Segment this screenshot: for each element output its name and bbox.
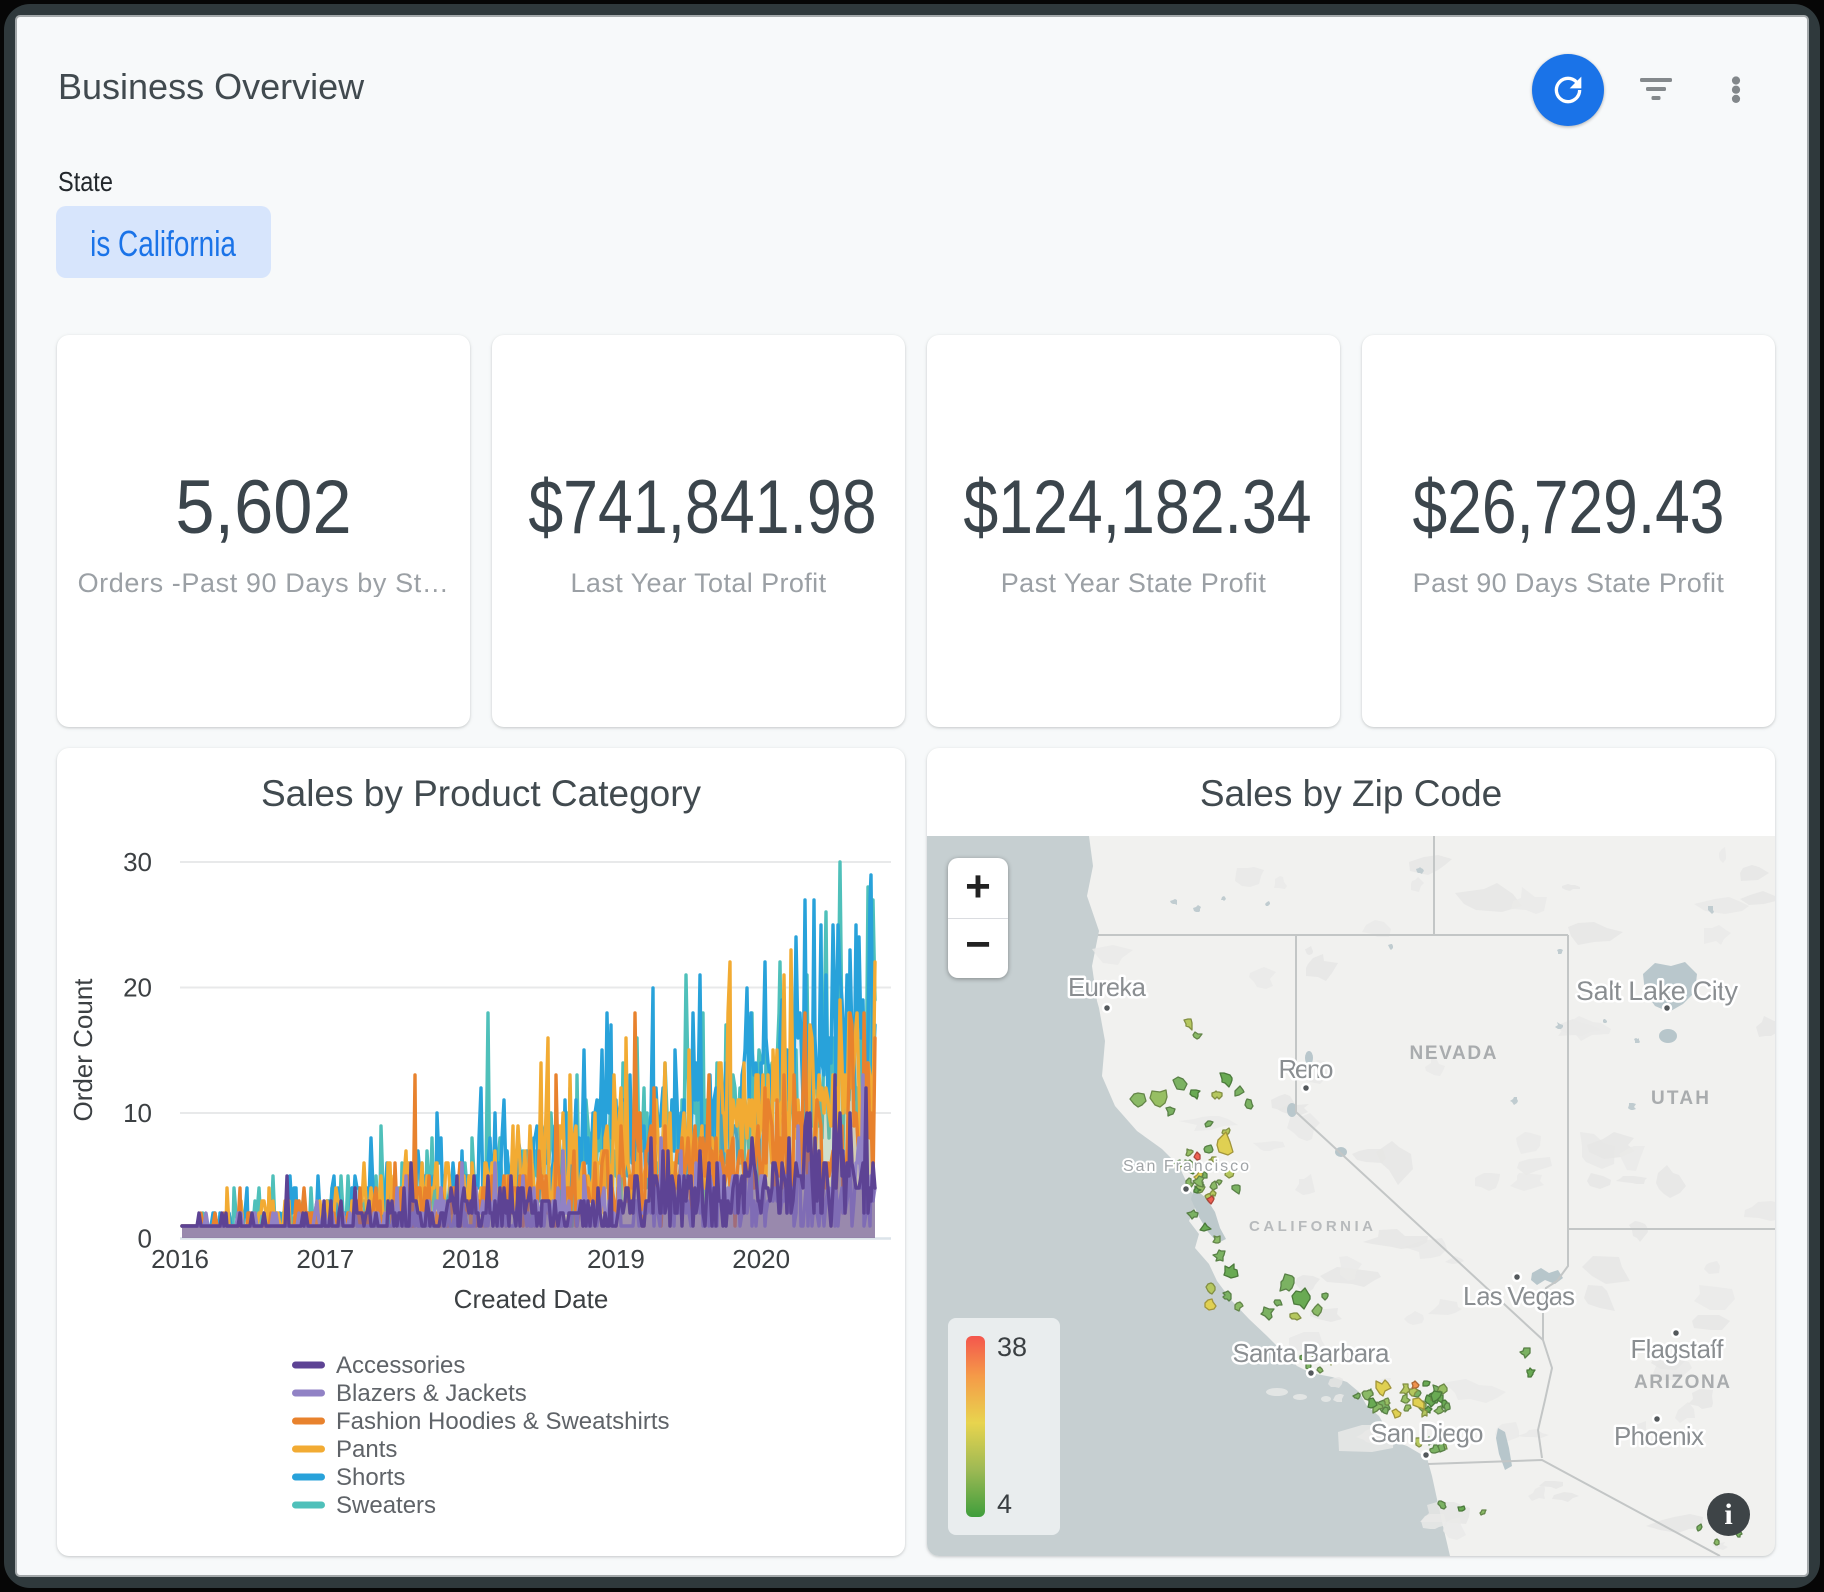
svg-text:2017: 2017 — [296, 1244, 354, 1274]
svg-text:Accessories: Accessories — [336, 1352, 465, 1379]
svg-text:UTAH: UTAH — [1651, 1088, 1709, 1109]
svg-text:Fashion Hoodies & Sweatshirts: Fashion Hoodies & Sweatshirts — [336, 1408, 670, 1435]
svg-text:2016: 2016 — [151, 1244, 209, 1274]
svg-text:NEVADA: NEVADA — [1410, 1043, 1497, 1064]
svg-text:Eureka: Eureka — [1068, 972, 1147, 1002]
svg-text:Flagstaff: Flagstaff — [1631, 1334, 1725, 1364]
svg-text:Created Date: Created Date — [454, 1284, 609, 1314]
svg-text:2020: 2020 — [732, 1244, 790, 1274]
svg-text:San Diego: San Diego — [1371, 1418, 1484, 1448]
svg-text:Blazers & Jackets: Blazers & Jackets — [336, 1380, 527, 1407]
svg-text:Las Vegas: Las Vegas — [1463, 1281, 1575, 1311]
svg-text:ARIZONA: ARIZONA — [1634, 1372, 1730, 1393]
svg-text:Santa Barbara: Santa Barbara — [1233, 1338, 1391, 1368]
svg-text:0: 0 — [138, 1224, 152, 1254]
svg-text:San Francisco: San Francisco — [1123, 1158, 1249, 1175]
svg-text:Sweaters: Sweaters — [336, 1492, 436, 1519]
svg-text:30: 30 — [123, 847, 152, 877]
svg-text:Reno: Reno — [1279, 1054, 1334, 1084]
svg-text:Phoenix: Phoenix — [1614, 1421, 1704, 1451]
svg-text:Pants: Pants — [336, 1436, 397, 1463]
svg-text:10: 10 — [123, 1098, 152, 1128]
svg-text:2019: 2019 — [587, 1244, 645, 1274]
svg-text:Order Count: Order Count — [68, 978, 98, 1122]
svg-text:Shorts: Shorts — [336, 1464, 405, 1491]
svg-text:20: 20 — [123, 973, 152, 1003]
svg-text:Salt Lake City: Salt Lake City — [1576, 976, 1739, 1006]
svg-text:CALIFORNIA: CALIFORNIA — [1249, 1218, 1373, 1235]
svg-text:2018: 2018 — [442, 1244, 500, 1274]
